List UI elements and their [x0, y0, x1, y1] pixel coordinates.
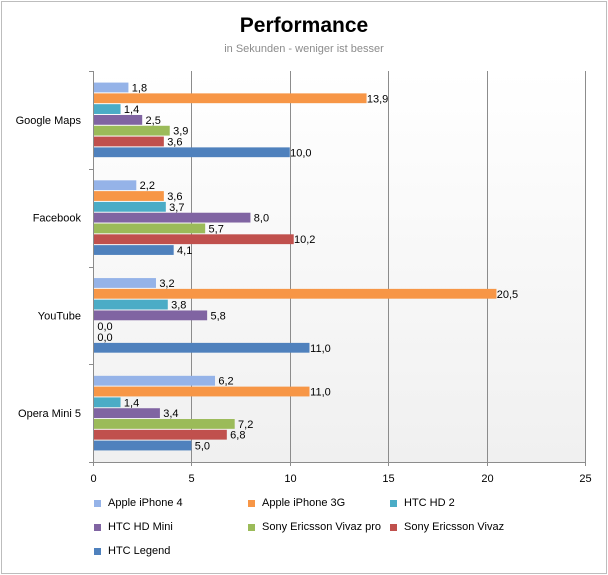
legend-swatch: [390, 523, 397, 531]
chart-subtitle: in Sekunden - weniger ist besser: [224, 43, 384, 55]
grid-lines: [191, 71, 586, 462]
category-label: Google Maps: [16, 115, 82, 127]
data-label: 3,9: [173, 126, 188, 138]
category-label: Facebook: [33, 213, 82, 225]
bar: [94, 288, 497, 299]
legend-item: Apple iPhone 3G: [248, 497, 345, 513]
x-tick-label: 5: [188, 473, 194, 485]
data-label: 6,2: [218, 376, 233, 388]
value-labels-layer: 1,813,91,42,53,93,610,02,23,63,78,05,710…: [97, 82, 518, 452]
bar: [94, 114, 143, 125]
bar: [94, 201, 166, 212]
chart-title: Performance: [239, 14, 369, 37]
legend-swatch: [390, 499, 397, 507]
bar: [94, 234, 294, 245]
legend-label: Apple iPhone 3G: [262, 497, 346, 509]
axes-layer: 0 5 10 15 20 25 Google Maps Facebook YouTube Oper…: [16, 71, 592, 485]
x-tick-label: 15: [382, 473, 394, 485]
legend-item: Sony Ericsson Vivaz pro: [248, 521, 381, 537]
bar: [94, 180, 137, 191]
data-label: 5,8: [210, 310, 225, 322]
bar: [94, 82, 129, 93]
data-label: 1,4: [124, 397, 139, 409]
category-label: YouTube: [38, 310, 81, 322]
legend-swatch: [94, 523, 101, 531]
bar: [94, 104, 121, 114]
bar: [94, 147, 290, 158]
bar: [94, 136, 164, 147]
bar: [94, 342, 310, 353]
data-label: 1,8: [132, 82, 147, 94]
data-label: 20,5: [497, 289, 518, 301]
data-label: 8,0: [254, 213, 269, 225]
data-label: 3,6: [167, 136, 182, 148]
legend-label: Sony Ericsson Vivaz: [404, 521, 505, 533]
data-label: 11,0: [310, 387, 331, 399]
data-label: 11,0: [310, 343, 331, 355]
data-label: 3,2: [159, 278, 174, 290]
data-label: 4,1: [177, 245, 192, 257]
legend-item: HTC Legend: [94, 545, 170, 561]
bar: [94, 408, 160, 419]
x-tick-label: 0: [90, 473, 96, 485]
bar: [94, 125, 170, 136]
data-label: 10,2: [294, 234, 315, 246]
legend-label: Sony Ericsson Vivaz pro: [262, 521, 382, 533]
x-tick-label: 25: [579, 473, 591, 485]
bar: [94, 419, 235, 429]
data-label: 5,7: [209, 223, 224, 235]
legend-label: HTC HD Mini: [108, 521, 173, 533]
bar: [94, 191, 164, 201]
data-label: 7,2: [238, 419, 253, 431]
data-label: 0,0: [97, 332, 112, 344]
legend-label: HTC Legend: [108, 545, 171, 557]
bar: [94, 397, 121, 408]
x-tick-label: 20: [481, 473, 493, 485]
bar: [94, 278, 156, 288]
legend-swatch: [248, 523, 255, 531]
data-label: 10,0: [290, 147, 311, 159]
x-tick-label: 10: [284, 473, 296, 485]
bar: [94, 93, 367, 104]
legend-item: HTC HD 2: [390, 497, 455, 513]
data-label: 3,8: [171, 300, 186, 312]
data-label: 5,0: [195, 441, 210, 453]
data-label: 3,7: [169, 202, 184, 214]
plot-area: [93, 71, 585, 462]
data-label: 2,5: [146, 115, 161, 127]
legend-swatch: [94, 499, 101, 507]
bar: [94, 386, 310, 397]
data-label: 0,0: [97, 321, 112, 333]
bar: [94, 245, 174, 255]
data-label: 2,2: [140, 180, 155, 192]
legend-swatch: [248, 499, 255, 507]
legend-item: HTC HD Mini: [94, 521, 173, 537]
legend: Apple iPhone 4 Apple iPhone 3G HTC HD 2 HTC…: [94, 497, 594, 567]
bar: [94, 375, 216, 386]
bars-layer: [94, 82, 497, 451]
legend-swatch: [94, 547, 101, 555]
legend-item: Sony Ericsson Vivaz: [390, 521, 504, 537]
bar: [94, 429, 227, 440]
data-label: 1,4: [124, 104, 139, 116]
category-label: Opera Mini 5: [18, 408, 81, 420]
data-label: 13,9: [367, 93, 388, 105]
data-label: 3,6: [167, 191, 182, 203]
legend-label: Apple iPhone 4: [108, 497, 183, 509]
bar: [94, 299, 168, 310]
legend-label: HTC HD 2: [404, 497, 455, 509]
data-label: 6,8: [230, 430, 245, 442]
bar: [94, 310, 208, 321]
bar: [94, 212, 251, 223]
bar: [94, 223, 206, 234]
legend-item: Apple iPhone 4: [94, 497, 183, 513]
bar: [94, 440, 192, 451]
data-label: 3,4: [163, 408, 178, 420]
